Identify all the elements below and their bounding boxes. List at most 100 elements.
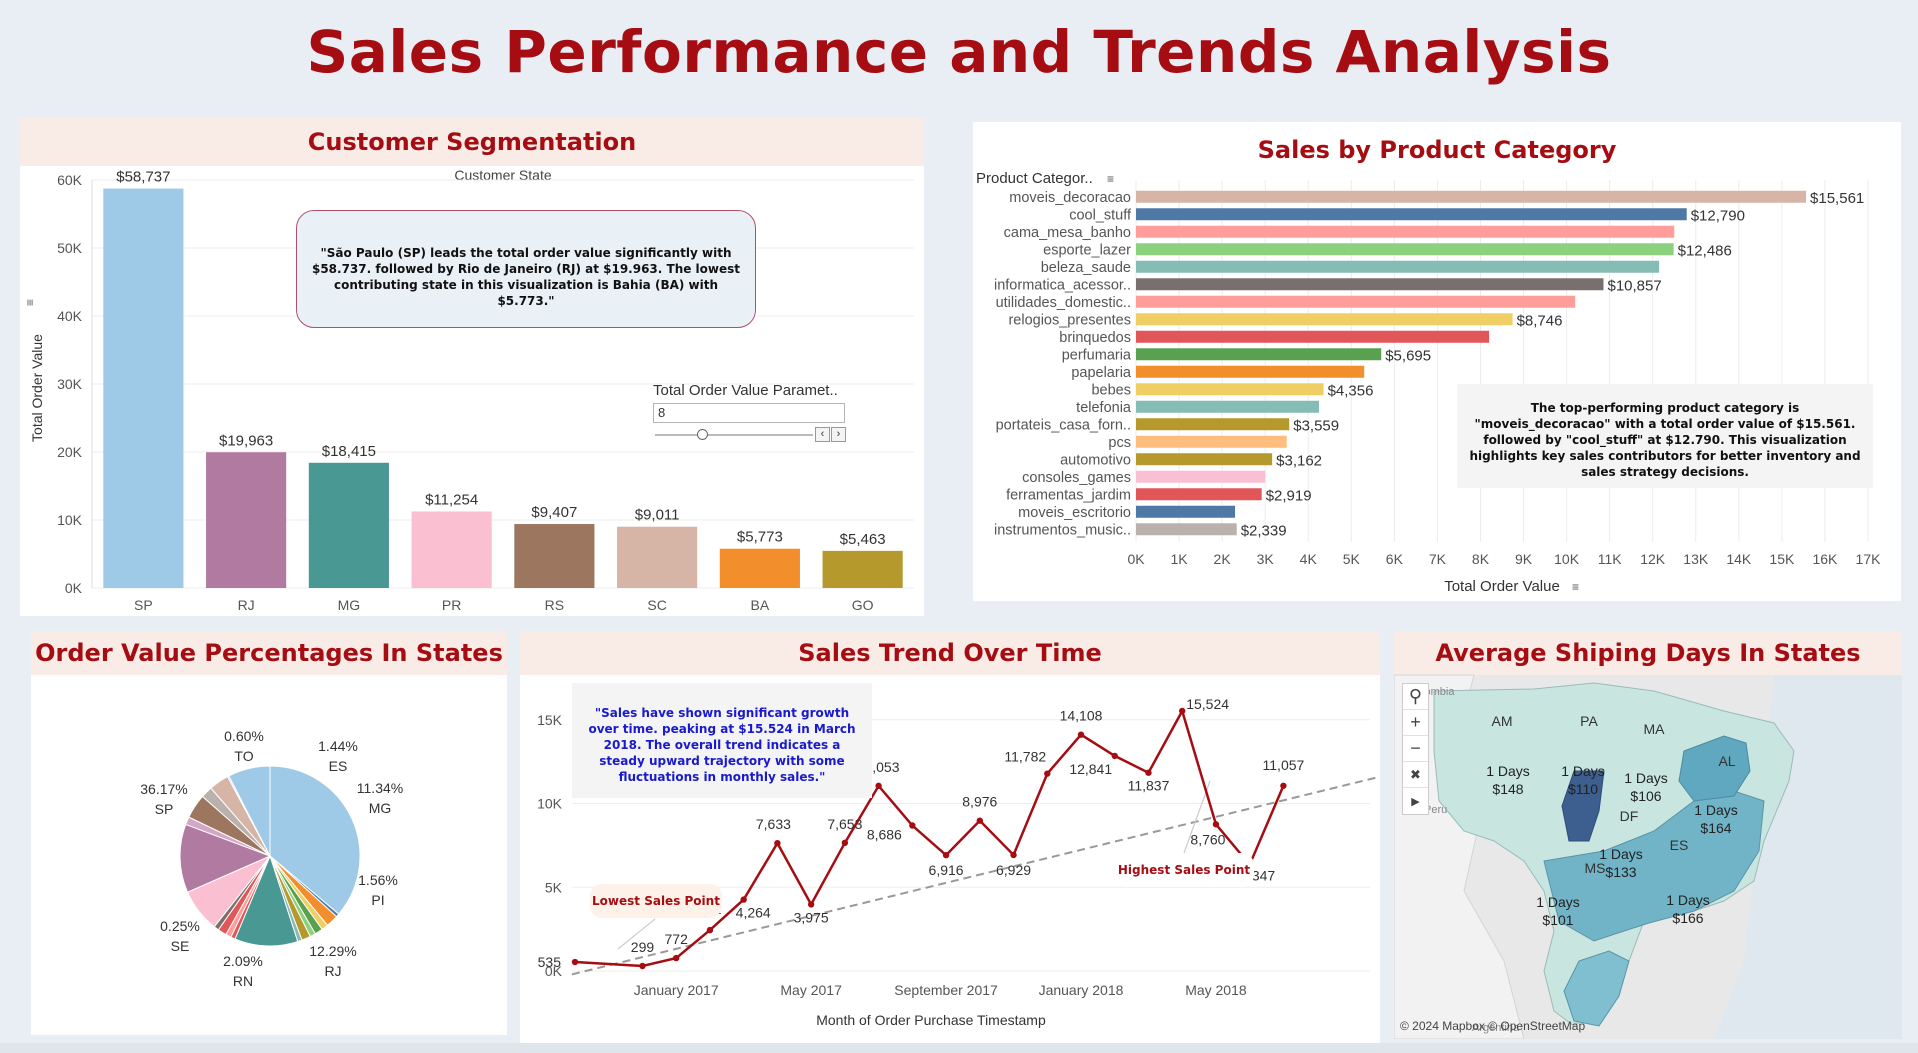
bar	[1136, 295, 1576, 308]
chart-title: Customer State	[454, 167, 551, 183]
x-tick-label: May 2017	[780, 982, 842, 998]
state-label: MA	[1644, 721, 1666, 737]
play-icon[interactable]: ▶	[1411, 795, 1420, 808]
x-tick-label: 5K	[1343, 551, 1361, 567]
order-value-label: $110	[1568, 781, 1598, 797]
slider-track	[655, 434, 813, 436]
map-toolbar: ⚲ + − ✖ ▶	[1402, 683, 1429, 815]
x-tick-label: 10K	[1554, 551, 1580, 567]
data-label: 8,686	[867, 827, 902, 843]
dashboard-title: Sales Performance and Trends Analysis	[306, 18, 1612, 86]
customer-segmentation-title: Customer Segmentation	[20, 118, 924, 166]
x-tick-label: 1K	[1170, 551, 1188, 567]
y-tick-label: 10K	[57, 512, 83, 528]
x-tick-label: 17K	[1856, 551, 1882, 567]
bar-data-label: $5,773	[737, 529, 783, 546]
bar	[1136, 505, 1236, 518]
state-label: ES	[1670, 837, 1689, 853]
parameter-value-input[interactable]: 8	[653, 403, 845, 423]
bar	[617, 526, 698, 588]
ocean	[1714, 675, 1902, 1039]
search-icon[interactable]: ⚲	[1403, 684, 1428, 710]
parameter-slider[interactable]: ‹ ›	[653, 427, 846, 443]
bar	[206, 452, 287, 588]
bar	[411, 511, 492, 588]
bar-data-label: $5,463	[840, 531, 886, 548]
data-point	[807, 901, 815, 908]
state-label: AM	[1492, 713, 1513, 729]
x-tick-label: May 2018	[1185, 982, 1247, 998]
x-tick-label: SP	[134, 597, 153, 613]
bar	[1136, 470, 1266, 483]
bar	[1136, 488, 1262, 501]
category-label: moveis_escritorio	[1018, 505, 1131, 521]
bar	[514, 524, 595, 588]
category-callout: The top-performing product category is "…	[1457, 384, 1873, 488]
bar-data-label: $9,011	[635, 507, 680, 524]
data-point	[673, 954, 680, 962]
order-value-label: $164	[1700, 820, 1731, 836]
category-label: relogios_presentes	[1008, 312, 1131, 328]
y-tick-label: 15K	[537, 712, 563, 728]
bar-data-label: $18,415	[322, 443, 376, 460]
category-label: telefonia	[1076, 400, 1132, 416]
category-label: automotivo	[1060, 452, 1131, 468]
pie-pct-label: 12.29%	[309, 943, 356, 959]
order-value-percentages-panel: Order Value Percentages In States 36.17%…	[31, 631, 507, 1035]
shipping-days-label: 1 Days	[1694, 802, 1738, 818]
bar	[1136, 383, 1324, 396]
y-tick-label: 60K	[57, 172, 83, 188]
bar-data-label: $12,486	[1678, 242, 1732, 259]
sales-trend-panel: Sales Trend Over Time 0K 5K 10K 15K January …	[520, 631, 1380, 1043]
bar	[1136, 400, 1319, 413]
pie-state-label: RN	[233, 973, 253, 989]
shipping-days-panel: Average Shiping Days In States Colombia A…	[1394, 631, 1902, 1039]
highest-sales-label: Highest Sales Point	[1114, 853, 1254, 887]
step-back-button[interactable]: ‹	[815, 427, 830, 442]
bottom-strip	[0, 1043, 1918, 1053]
data-label: 6,916	[929, 862, 964, 878]
step-forward-button[interactable]: ›	[831, 427, 846, 442]
data-label: 8,976	[962, 794, 997, 810]
bar	[103, 188, 184, 588]
brazil-south-region	[1563, 950, 1630, 1027]
pie-pct-label: 2.09%	[223, 953, 263, 969]
bar	[1136, 260, 1660, 273]
zoom-out-icon[interactable]: −	[1403, 736, 1428, 762]
y-tick-label: 20K	[57, 444, 83, 460]
bar-data-label: $58,737	[116, 169, 170, 186]
state-label: AL	[1718, 753, 1735, 769]
category-label: instrumentos_music..	[994, 522, 1131, 538]
category-label: portateis_casa_forn..	[996, 417, 1131, 433]
data-point	[976, 817, 984, 824]
pin-icon[interactable]: ✖	[1403, 762, 1428, 788]
shipping-days-label: 1 Days	[1599, 846, 1643, 862]
annotation-connector	[617, 918, 656, 950]
category-label: ferramentas_jardim	[1006, 487, 1131, 503]
data-label: 3,975	[794, 909, 829, 925]
data-point	[639, 962, 646, 970]
y-tick-label: 30K	[57, 376, 83, 392]
slider-thumb[interactable]	[697, 429, 708, 440]
category-label: bebes	[1091, 382, 1131, 398]
data-point	[1111, 752, 1118, 760]
y-tick-label: 0K	[65, 580, 83, 596]
x-tick-label: 4K	[1300, 551, 1318, 567]
x-axis-label: Total Order Value	[1444, 578, 1560, 595]
data-label: 11,837	[1128, 778, 1170, 794]
pie-slice	[179, 823, 272, 893]
category-label: brinquedos	[1059, 330, 1131, 346]
data-point	[1044, 770, 1051, 777]
order-value-label: $106	[1630, 788, 1661, 804]
zoom-in-icon[interactable]: +	[1403, 710, 1428, 736]
bar-data-label: $10,857	[1607, 277, 1661, 294]
y-tick-label: 50K	[57, 240, 83, 256]
data-label: 535	[538, 954, 562, 970]
pie-state-label: TO	[234, 748, 253, 764]
x-tick-label: 8K	[1472, 551, 1490, 567]
x-tick-label: 7K	[1429, 551, 1447, 567]
data-point	[909, 822, 916, 829]
bar	[822, 550, 903, 588]
x-tick-label: 14K	[1726, 551, 1752, 567]
